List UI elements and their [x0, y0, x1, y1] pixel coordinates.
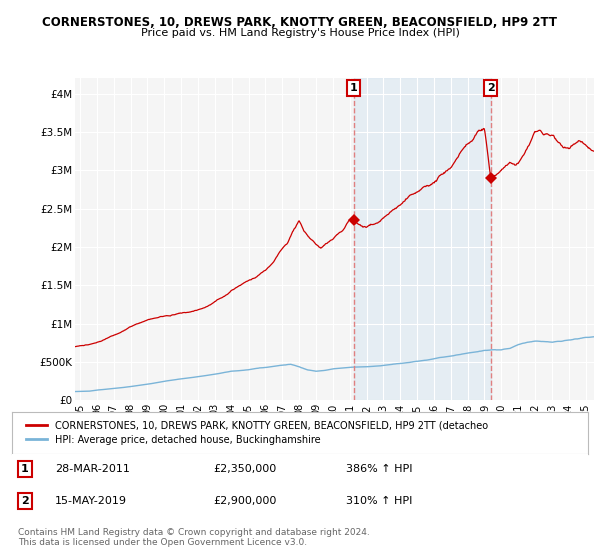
Text: 386% ↑ HPI: 386% ↑ HPI: [346, 464, 413, 474]
Text: 1: 1: [350, 83, 358, 93]
Text: £2,350,000: £2,350,000: [214, 464, 277, 474]
Text: Contains HM Land Registry data © Crown copyright and database right 2024.
This d: Contains HM Land Registry data © Crown c…: [18, 528, 370, 547]
Bar: [354, 78, 491, 400]
Text: 28-MAR-2011: 28-MAR-2011: [55, 464, 130, 474]
Text: 310% ↑ HPI: 310% ↑ HPI: [346, 496, 412, 506]
Text: 1: 1: [21, 464, 29, 474]
Legend: CORNERSTONES, 10, DREWS PARK, KNOTTY GREEN, BEACONSFIELD, HP9 2TT (detacheo, HPI: CORNERSTONES, 10, DREWS PARK, KNOTTY GRE…: [23, 418, 491, 447]
Text: £2,900,000: £2,900,000: [214, 496, 277, 506]
Text: 15-MAY-2019: 15-MAY-2019: [55, 496, 127, 506]
Text: Price paid vs. HM Land Registry's House Price Index (HPI): Price paid vs. HM Land Registry's House …: [140, 28, 460, 38]
Text: 2: 2: [487, 83, 494, 93]
Text: 2: 2: [21, 496, 29, 506]
Text: CORNERSTONES, 10, DREWS PARK, KNOTTY GREEN, BEACONSFIELD, HP9 2TT: CORNERSTONES, 10, DREWS PARK, KNOTTY GRE…: [43, 16, 557, 29]
